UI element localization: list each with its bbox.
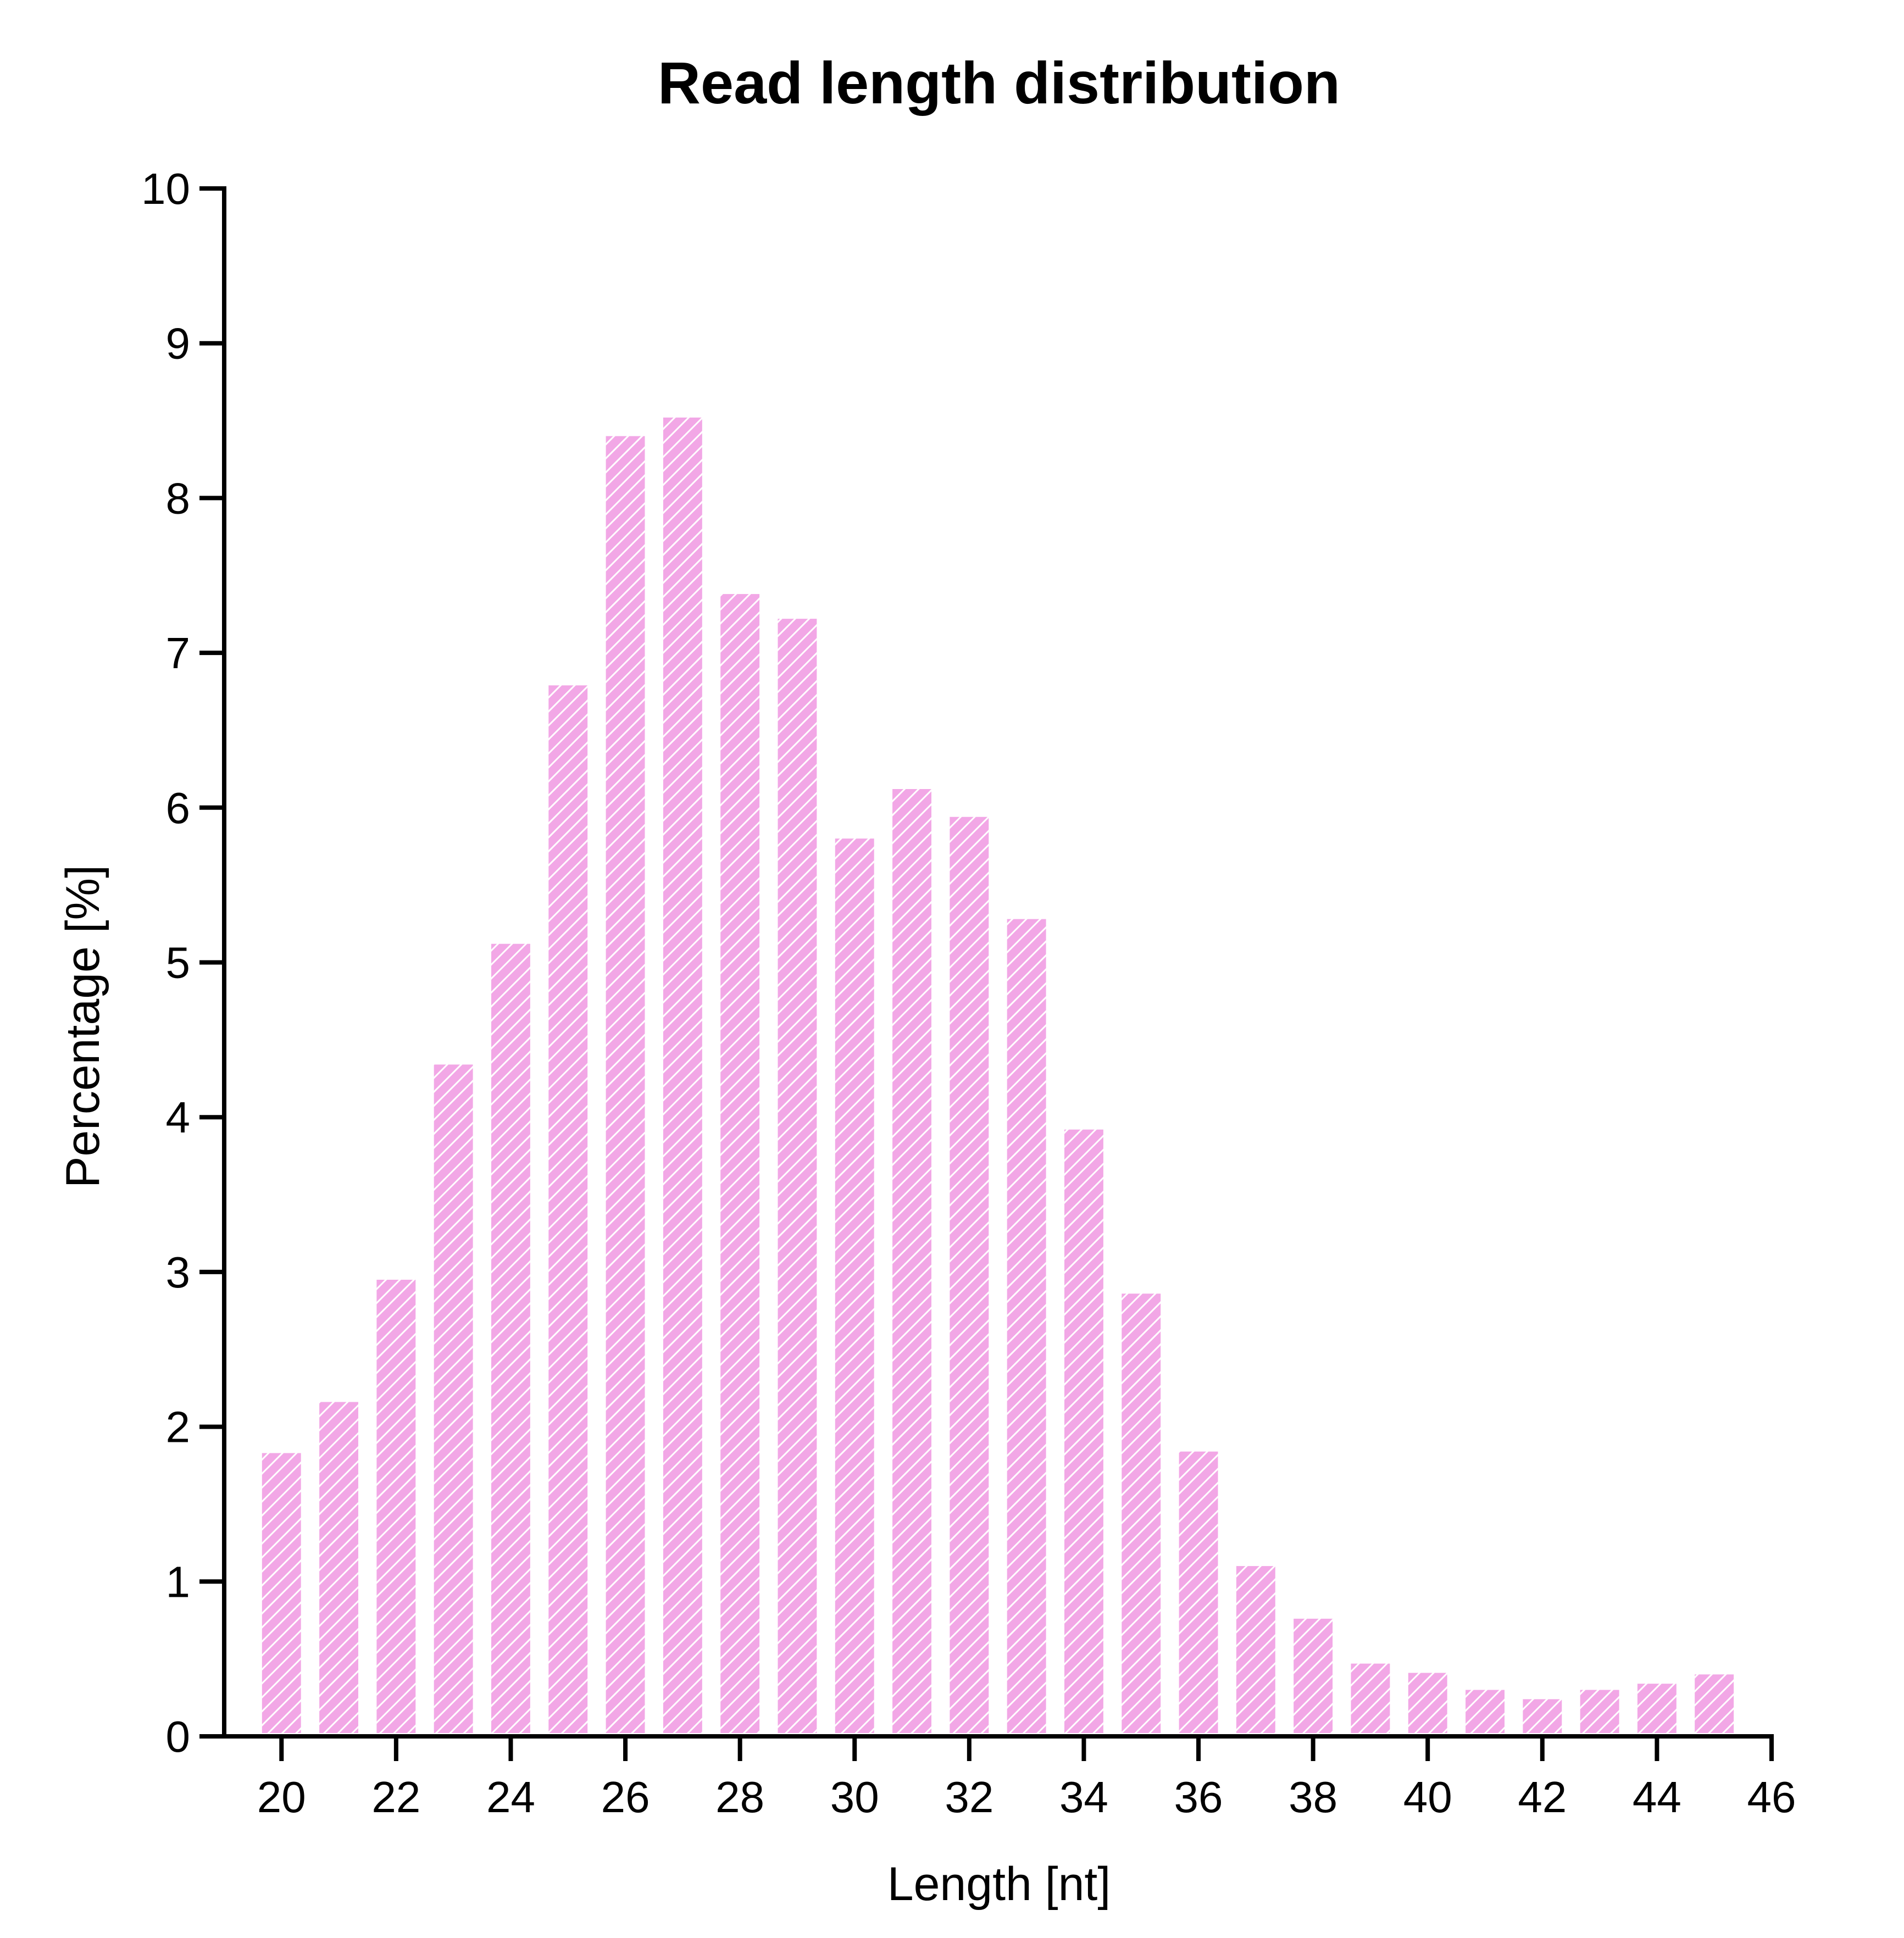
bar-31: [892, 789, 931, 1733]
bar-45: [1695, 1674, 1734, 1733]
bar-33: [1007, 919, 1046, 1733]
x-tick-label-26: 26: [601, 1773, 650, 1822]
bar-42: [1523, 1699, 1562, 1733]
bar-28: [720, 594, 760, 1733]
y-tick-label-9: 9: [166, 319, 191, 368]
x-tick-label-22: 22: [371, 1773, 420, 1822]
bar-39: [1351, 1663, 1390, 1733]
y-axis: 0 1 2 3 4 5 6 7 8 9 10: [141, 164, 226, 1761]
y-tick-label-8: 8: [166, 474, 191, 523]
y-tick-label-0: 0: [166, 1712, 191, 1761]
bar-43: [1580, 1690, 1619, 1733]
bar-21: [319, 1402, 358, 1733]
x-tick-label-28: 28: [715, 1773, 764, 1822]
x-tick-label-30: 30: [830, 1773, 879, 1822]
bar-23: [434, 1064, 473, 1733]
bar-26: [606, 436, 645, 1734]
y-tick-label-2: 2: [166, 1403, 191, 1452]
bars-group: [262, 417, 1734, 1734]
x-tick-label-42: 42: [1518, 1773, 1567, 1822]
x-axis-label: Length [nt]: [887, 1858, 1111, 1911]
bar-29: [778, 619, 817, 1733]
x-tick-label-46: 46: [1747, 1773, 1796, 1822]
bar-22: [376, 1280, 416, 1733]
x-tick-label-40: 40: [1403, 1773, 1452, 1822]
x-tick-label-32: 32: [945, 1773, 993, 1822]
bar-20: [262, 1453, 301, 1733]
bar-41: [1466, 1690, 1505, 1733]
bar-34: [1064, 1129, 1103, 1733]
y-tick-label-7: 7: [166, 629, 191, 678]
x-tick-label-38: 38: [1289, 1773, 1337, 1822]
y-tick-label-1: 1: [166, 1557, 191, 1606]
x-tick-label-36: 36: [1174, 1773, 1223, 1822]
chart-title: Read length distribution: [658, 49, 1340, 116]
bar-38: [1294, 1618, 1333, 1733]
bar-35: [1122, 1293, 1161, 1733]
bar-24: [491, 943, 530, 1733]
y-tick-label-5: 5: [166, 939, 191, 987]
y-tick-label-10: 10: [141, 164, 190, 213]
bar-30: [835, 838, 874, 1733]
bar-27: [663, 417, 702, 1734]
bar-37: [1236, 1566, 1275, 1733]
x-tick-label-44: 44: [1633, 1773, 1681, 1822]
x-axis: 20 22 24 26 28 30 32 34 36 38 40 42 44 46: [222, 1734, 1796, 1822]
y-axis-label: Percentage [%]: [57, 865, 109, 1188]
bar-32: [950, 817, 989, 1733]
bar-25: [548, 685, 588, 1733]
bar-36: [1179, 1451, 1218, 1733]
x-tick-label-34: 34: [1059, 1773, 1108, 1822]
bar-40: [1408, 1673, 1447, 1733]
y-tick-label-4: 4: [166, 1093, 191, 1142]
x-tick-label-24: 24: [486, 1773, 535, 1822]
x-tick-label-20: 20: [257, 1773, 306, 1822]
bar-44: [1637, 1684, 1677, 1733]
y-tick-label-3: 3: [166, 1248, 191, 1297]
y-tick-label-6: 6: [166, 784, 191, 832]
